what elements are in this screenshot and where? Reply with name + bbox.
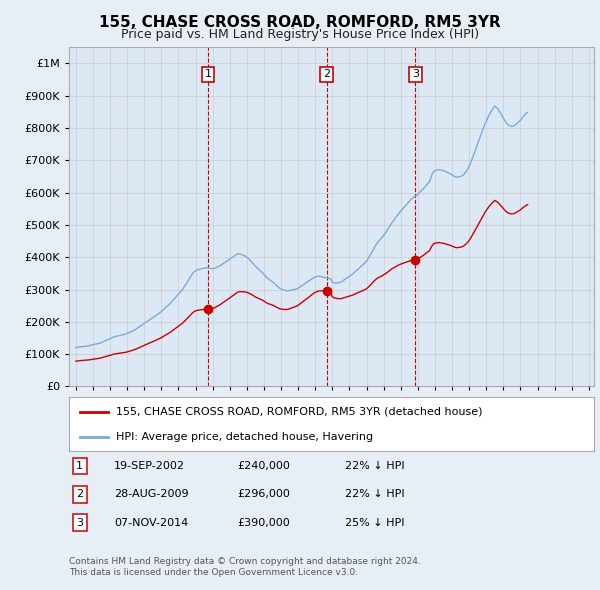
Text: 1: 1: [76, 461, 83, 471]
Text: HPI: Average price, detached house, Havering: HPI: Average price, detached house, Have…: [116, 432, 373, 442]
Text: 19-SEP-2002: 19-SEP-2002: [114, 461, 185, 471]
Text: 3: 3: [412, 70, 419, 79]
Text: 155, CHASE CROSS ROAD, ROMFORD, RM5 3YR (detached house): 155, CHASE CROSS ROAD, ROMFORD, RM5 3YR …: [116, 407, 483, 417]
Text: This data is licensed under the Open Government Licence v3.0.: This data is licensed under the Open Gov…: [69, 568, 358, 577]
Text: 22% ↓ HPI: 22% ↓ HPI: [345, 461, 404, 471]
Text: £240,000: £240,000: [237, 461, 290, 471]
Text: 25% ↓ HPI: 25% ↓ HPI: [345, 518, 404, 527]
Text: Price paid vs. HM Land Registry's House Price Index (HPI): Price paid vs. HM Land Registry's House …: [121, 28, 479, 41]
Text: 155, CHASE CROSS ROAD, ROMFORD, RM5 3YR: 155, CHASE CROSS ROAD, ROMFORD, RM5 3YR: [99, 15, 501, 30]
Text: £390,000: £390,000: [237, 518, 290, 527]
Text: 2: 2: [323, 70, 330, 79]
Text: 22% ↓ HPI: 22% ↓ HPI: [345, 490, 404, 499]
Text: £296,000: £296,000: [237, 490, 290, 499]
Text: 28-AUG-2009: 28-AUG-2009: [114, 490, 188, 499]
Text: 2: 2: [76, 490, 83, 499]
Text: 07-NOV-2014: 07-NOV-2014: [114, 518, 188, 527]
Text: 3: 3: [76, 518, 83, 527]
Text: 1: 1: [205, 70, 211, 79]
Text: Contains HM Land Registry data © Crown copyright and database right 2024.: Contains HM Land Registry data © Crown c…: [69, 558, 421, 566]
